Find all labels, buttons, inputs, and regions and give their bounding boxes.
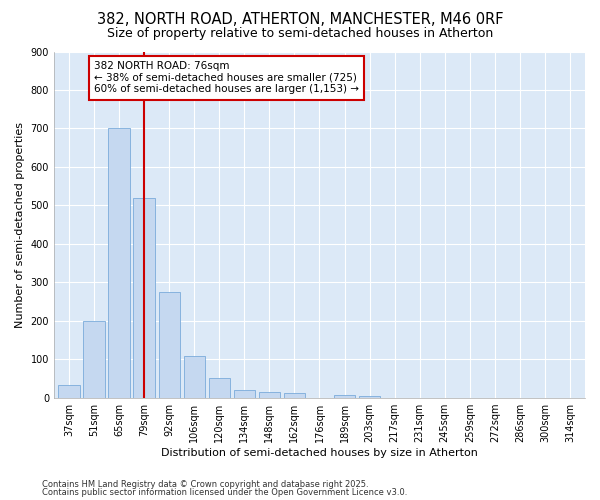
Bar (334, 394, 355, 398)
Bar (259, 392, 280, 398)
Bar (359, 396, 380, 398)
Bar (209, 378, 230, 398)
Bar (184, 356, 205, 398)
Bar (133, 198, 155, 398)
Text: Contains HM Land Registry data © Crown copyright and database right 2025.: Contains HM Land Registry data © Crown c… (42, 480, 368, 489)
Bar (284, 393, 305, 398)
Bar (233, 390, 255, 398)
Bar (58, 385, 80, 398)
Bar (83, 320, 104, 398)
Y-axis label: Number of semi-detached properties: Number of semi-detached properties (15, 122, 25, 328)
Text: 382, NORTH ROAD, ATHERTON, MANCHESTER, M46 0RF: 382, NORTH ROAD, ATHERTON, MANCHESTER, M… (97, 12, 503, 28)
X-axis label: Distribution of semi-detached houses by size in Atherton: Distribution of semi-detached houses by … (161, 448, 478, 458)
Bar (158, 292, 180, 398)
Text: 382 NORTH ROAD: 76sqm
← 38% of semi-detached houses are smaller (725)
60% of sem: 382 NORTH ROAD: 76sqm ← 38% of semi-deta… (94, 61, 359, 94)
Text: Size of property relative to semi-detached houses in Atherton: Size of property relative to semi-detach… (107, 28, 493, 40)
Text: Contains public sector information licensed under the Open Government Licence v3: Contains public sector information licen… (42, 488, 407, 497)
Bar (109, 128, 130, 398)
